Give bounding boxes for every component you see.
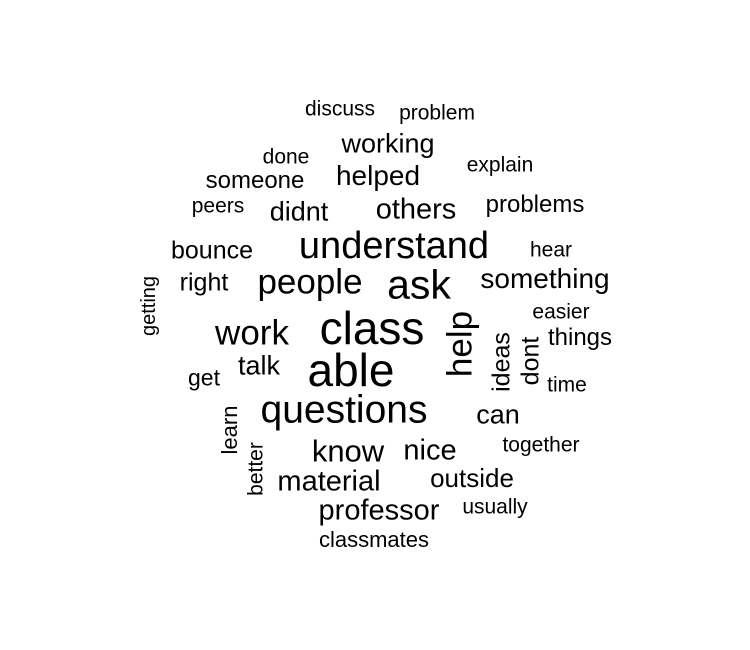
word-class: class bbox=[319, 302, 425, 354]
word-done: done bbox=[262, 145, 310, 169]
word-something: something bbox=[480, 263, 610, 294]
word-know: know bbox=[311, 433, 385, 469]
word-problems: problems bbox=[485, 191, 585, 218]
word-hear: hear bbox=[529, 238, 573, 262]
word-getting: getting bbox=[138, 275, 160, 337]
word-problem: problem bbox=[399, 101, 475, 125]
word-work: work bbox=[215, 313, 289, 353]
word-people: people bbox=[257, 262, 363, 302]
word-nice: nice bbox=[403, 434, 457, 467]
word-outside: outside bbox=[430, 463, 514, 493]
word-better: better bbox=[244, 442, 268, 496]
word-easier: easier bbox=[532, 300, 590, 324]
word-things: things bbox=[547, 324, 613, 351]
word-can: can bbox=[476, 399, 520, 430]
word-right: right bbox=[179, 268, 229, 297]
word-discuss: discuss bbox=[304, 97, 376, 121]
word-someone: someone bbox=[205, 167, 305, 194]
word-time: time bbox=[547, 373, 587, 397]
word-classmates: classmates bbox=[318, 527, 430, 552]
word-together: together bbox=[502, 433, 580, 457]
word-professor: professor bbox=[318, 494, 440, 527]
word-talk: talk bbox=[237, 350, 281, 381]
word-others: others bbox=[375, 193, 457, 226]
word-help: help bbox=[440, 310, 480, 378]
word-ideas: ideas bbox=[487, 332, 516, 392]
word-dont: dont bbox=[516, 336, 545, 386]
word-helped: helped bbox=[335, 160, 421, 191]
word-didnt: didnt bbox=[269, 196, 329, 227]
word-peers: peers bbox=[191, 194, 245, 218]
word-learn: learn bbox=[217, 405, 242, 455]
word-get: get bbox=[188, 364, 220, 391]
word-usually: usually bbox=[462, 495, 528, 519]
word-material: material bbox=[277, 465, 381, 498]
word-explain: explain bbox=[466, 153, 534, 177]
word-ask: ask bbox=[387, 261, 451, 308]
word-understand: understand bbox=[298, 225, 490, 267]
word-able: able bbox=[307, 344, 395, 396]
word-questions: questions bbox=[260, 388, 428, 432]
word-bounce: bounce bbox=[170, 236, 254, 265]
word-working: working bbox=[341, 128, 435, 159]
